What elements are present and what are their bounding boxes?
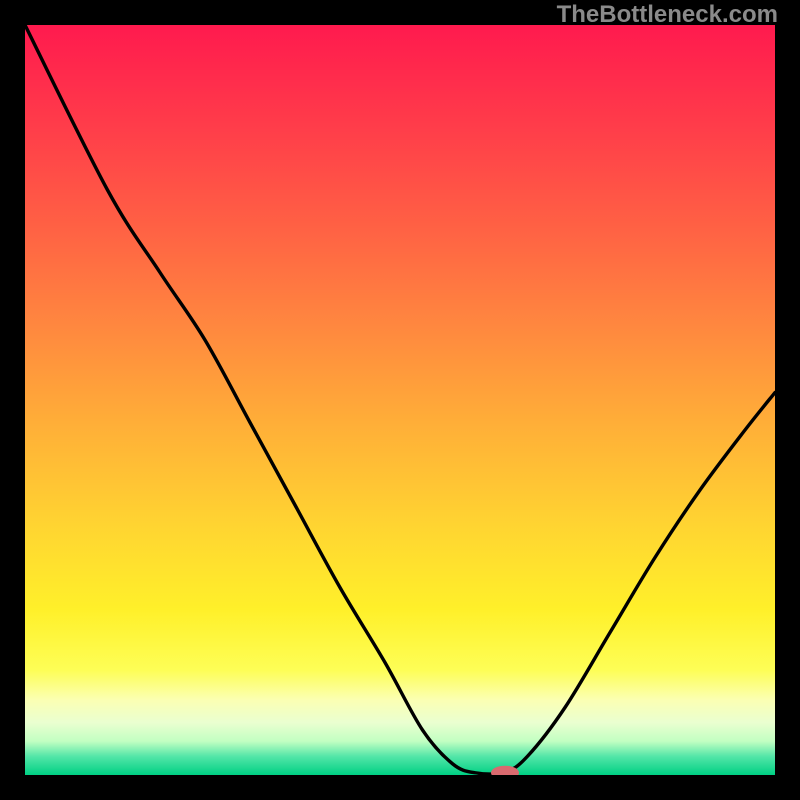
plot-svg <box>25 25 775 775</box>
chart-container: TheBottleneck.com <box>0 0 800 800</box>
gradient-background <box>25 25 775 775</box>
plot-area <box>25 25 775 775</box>
watermark-text: TheBottleneck.com <box>557 1 778 29</box>
